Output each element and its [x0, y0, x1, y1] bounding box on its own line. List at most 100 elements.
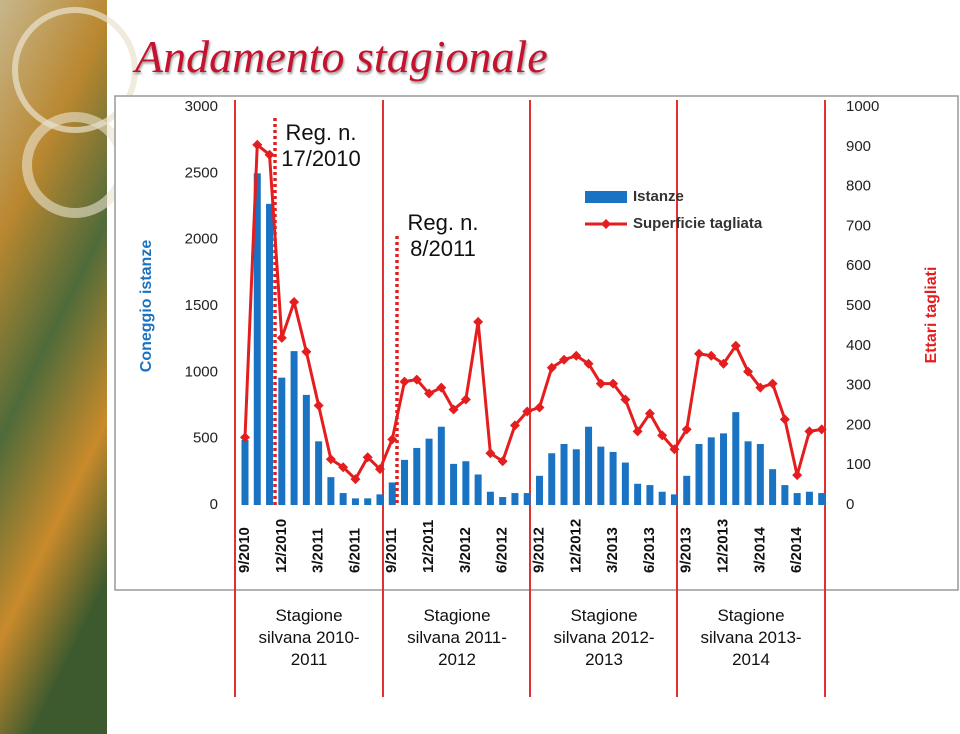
marker: [411, 374, 422, 385]
bar: [278, 377, 286, 505]
marker: [362, 452, 373, 463]
marker: [350, 474, 361, 485]
marker: [460, 394, 471, 405]
marker: [436, 382, 447, 393]
marker: [620, 394, 631, 405]
bar: [523, 493, 531, 505]
marker: [252, 139, 263, 150]
x-tick-label: 3/2014: [751, 526, 768, 573]
bar: [548, 453, 556, 505]
marker: [816, 424, 827, 435]
y-tick-label: 2500: [185, 164, 218, 181]
marker: [276, 332, 287, 343]
marker: [509, 420, 520, 431]
bar: [437, 426, 445, 505]
x-tick-label: 6/2011: [346, 528, 363, 573]
bar: [499, 497, 507, 505]
marker: [657, 430, 668, 441]
marker: [559, 354, 570, 365]
y2-tick-label: 900: [846, 138, 871, 155]
bar: [560, 443, 568, 505]
marker: [804, 426, 815, 437]
bar: [621, 462, 629, 505]
marker: [792, 470, 803, 481]
x-tick-label: 12/2013: [714, 519, 731, 573]
season-label: Stagione silvana 2012-2013: [553, 606, 655, 669]
x-tick-label: 9/2010: [236, 527, 253, 573]
marker: [289, 297, 300, 308]
x-tick-label: 6/2014: [788, 526, 805, 573]
y2-tick-label: 700: [846, 217, 871, 234]
bar: [364, 498, 372, 505]
y2-tick-label: 300: [846, 377, 871, 394]
bar: [658, 491, 666, 505]
marker: [755, 382, 766, 393]
bar: [327, 477, 335, 505]
bar: [683, 475, 691, 505]
bar: [597, 446, 605, 505]
marker: [522, 406, 533, 417]
bar: [695, 443, 703, 505]
marker: [681, 424, 692, 435]
bar: [720, 433, 728, 505]
y-axis-title: Coneggio istanze: [138, 240, 155, 373]
bar: [315, 441, 323, 505]
marker: [632, 426, 643, 437]
bar: [609, 451, 617, 505]
marker: [301, 346, 312, 357]
y-tick-label: 0: [210, 496, 218, 513]
bar: [376, 494, 384, 505]
x-tick-label: 12/2010: [273, 519, 290, 573]
annotation: Reg. n. 17/2010: [281, 120, 361, 171]
marker: [693, 348, 704, 359]
marker: [264, 149, 275, 160]
marker: [240, 432, 250, 443]
marker: [644, 408, 655, 419]
marker: [608, 378, 619, 389]
marker: [767, 378, 778, 389]
bar: [572, 449, 580, 505]
y-tick-label: 2000: [185, 231, 218, 248]
bar: [818, 493, 826, 505]
bar: [486, 491, 494, 505]
bar: [462, 461, 470, 505]
bar: [744, 441, 752, 505]
decoration: [12, 7, 138, 133]
x-tick-label: 12/2011: [420, 520, 437, 573]
legend-swatch: [585, 191, 627, 203]
x-tick-label: 3/2011: [310, 528, 327, 573]
y2-tick-label: 200: [846, 416, 871, 433]
marker: [424, 388, 435, 399]
x-tick-label: 6/2012: [494, 527, 511, 573]
marker: [718, 358, 729, 369]
marker: [473, 316, 484, 327]
x-tick-label: 9/2012: [530, 527, 547, 573]
slide-title: Andamento stagionale: [135, 31, 548, 82]
y2-tick-label: 600: [846, 257, 871, 274]
bar: [793, 493, 801, 505]
marker: [706, 350, 717, 361]
x-tick-label: 3/2012: [457, 527, 474, 573]
marker: [374, 464, 385, 475]
y2-tick-label: 400: [846, 337, 871, 354]
marker: [583, 358, 594, 369]
y-tick-label: 500: [193, 430, 218, 447]
marker: [571, 350, 582, 361]
bar: [253, 173, 261, 506]
y2-tick-label: 100: [846, 456, 871, 473]
bar: [732, 412, 740, 505]
marker: [485, 448, 496, 459]
bar: [401, 459, 409, 505]
y2-tick-label: 0: [846, 496, 854, 513]
chart-frame: [114, 95, 959, 591]
marker: [743, 366, 754, 377]
bar: [646, 485, 654, 505]
bar: [425, 438, 433, 505]
legend-swatch: [601, 219, 611, 229]
y2-tick-label: 500: [846, 297, 871, 314]
marker: [313, 400, 324, 411]
season-label: Stagione silvana 2013-2014: [700, 606, 802, 669]
bar: [535, 475, 543, 505]
